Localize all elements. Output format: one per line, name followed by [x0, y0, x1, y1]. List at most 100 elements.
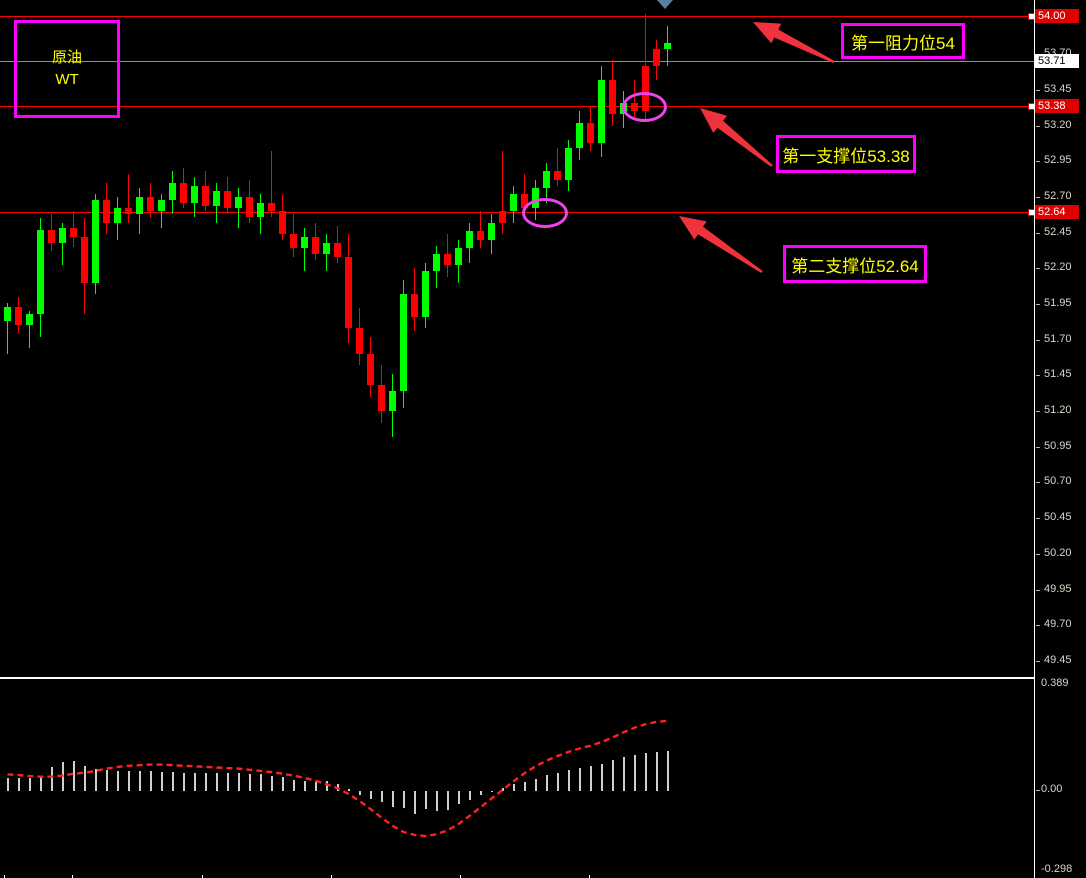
support-2-arrow	[679, 216, 763, 273]
highlight-ellipse-support-1[interactable]	[622, 92, 667, 122]
current-price-tag[interactable]: 53.71	[1035, 54, 1079, 68]
candle-body	[554, 171, 561, 180]
macd-histogram-bar	[18, 778, 20, 792]
macd-histogram-bar	[95, 769, 97, 792]
price-tick-label: 51.70	[1044, 333, 1072, 345]
highlight-ellipse-support-2[interactable]	[522, 198, 568, 228]
price-tick-mark	[1036, 90, 1040, 91]
price-tick-label: 49.70	[1044, 618, 1072, 630]
price-tick-label: 52.70	[1044, 190, 1072, 202]
macd-histogram-bar	[370, 791, 372, 799]
candle-body	[587, 122, 594, 143]
current-price-line[interactable]	[0, 61, 1034, 62]
macd-histogram-bar	[282, 777, 284, 792]
price-tick-label: 51.20	[1044, 404, 1072, 416]
macd-histogram-bar	[568, 769, 570, 792]
macd-tick-label: 0.389	[1041, 677, 1069, 689]
macd-histogram-bar	[458, 791, 460, 804]
candle-body	[499, 211, 506, 223]
macd-histogram-bar	[128, 770, 130, 792]
macd-histogram-bar	[502, 787, 504, 792]
macd-indicator-panel[interactable]	[0, 678, 1035, 878]
price-axis-scale[interactable]: 53.9553.7053.4553.2052.9552.7052.4552.20…	[1035, 0, 1086, 678]
macd-plot-area[interactable]	[0, 679, 1034, 878]
macd-histogram-bar	[326, 781, 328, 792]
resistance-1-tag[interactable]: 54.00	[1035, 9, 1079, 23]
macd-histogram-bar	[62, 762, 64, 792]
candle-body	[510, 194, 517, 212]
candle-body	[202, 185, 209, 206]
candle-body	[213, 191, 220, 206]
price-plot-area[interactable]	[0, 0, 1034, 677]
price-tick-mark	[1036, 447, 1040, 448]
macd-histogram-bar	[84, 766, 86, 792]
candle-body	[268, 202, 275, 212]
support-1-callout[interactable]: 第一支撑位53.38	[776, 135, 916, 173]
price-tick-mark	[1036, 661, 1040, 662]
support-line-53.38-handle[interactable]	[1028, 103, 1034, 110]
macd-histogram-bar	[590, 766, 592, 792]
candle-wick	[238, 188, 239, 229]
candle-body	[147, 196, 154, 212]
price-tick-mark	[1036, 197, 1040, 198]
candle-body	[664, 42, 671, 49]
candle-body	[224, 191, 231, 209]
support-1-tag[interactable]: 53.38	[1035, 99, 1079, 113]
candle-body	[279, 211, 286, 235]
support-line-52.64-handle[interactable]	[1028, 209, 1034, 216]
support-line-52.64[interactable]	[0, 212, 1034, 213]
support-line-53.38[interactable]	[0, 106, 1034, 107]
instrument-name-line2: WT	[55, 71, 79, 88]
candle-body	[136, 196, 143, 215]
support-2-callout[interactable]: 第二支撑位52.64	[783, 245, 927, 283]
support-2-tag[interactable]: 52.64	[1035, 205, 1079, 219]
macd-histogram-bar	[260, 774, 262, 792]
macd-histogram-bar	[403, 791, 405, 809]
candle-body	[169, 182, 176, 200]
macd-histogram-bar	[172, 772, 174, 792]
instrument-label-box[interactable]: 原油 WT	[14, 20, 120, 118]
macd-histogram-bar	[249, 773, 251, 792]
macd-histogram-bar	[480, 791, 482, 796]
macd-histogram-bar	[238, 773, 240, 792]
macd-histogram-bar	[304, 780, 306, 792]
macd-signal-line	[7, 719, 668, 838]
candle-body	[59, 228, 66, 243]
candle-body	[609, 79, 616, 115]
price-tick-label: 49.45	[1044, 654, 1072, 666]
candle-body	[433, 254, 440, 272]
resistance-line-54[interactable]	[0, 16, 1034, 17]
macd-histogram-bar	[348, 789, 350, 792]
macd-histogram-bar	[106, 770, 108, 792]
macd-histogram-bar	[315, 780, 317, 792]
macd-axis-scale[interactable]: 0.389 0.00 -0.298	[1035, 678, 1086, 878]
candle-wick	[304, 228, 305, 272]
candle-wick	[161, 194, 162, 229]
candle-body	[345, 256, 352, 329]
price-tick-mark	[1036, 625, 1040, 626]
price-tick-mark	[1036, 304, 1040, 305]
macd-histogram-bar	[634, 754, 636, 792]
resistance-1-callout[interactable]: 第一阻力位54	[841, 23, 965, 59]
candle-body	[367, 353, 374, 386]
macd-histogram-bar	[51, 766, 53, 792]
macd-histogram-bar	[524, 782, 526, 792]
candle-body	[422, 271, 429, 317]
macd-tick-label: -0.298	[1041, 863, 1073, 875]
candle-body	[477, 231, 484, 240]
candle-body	[257, 202, 264, 217]
candle-body	[158, 199, 165, 212]
resistance-line-54-handle[interactable]	[1028, 13, 1034, 20]
price-chart-panel[interactable]	[0, 0, 1035, 678]
macd-histogram-bar	[557, 772, 559, 792]
candle-body	[191, 185, 198, 203]
candle-body	[642, 65, 649, 112]
macd-histogram-bar	[7, 778, 9, 792]
candle-body	[15, 306, 22, 326]
candle-body	[521, 194, 528, 209]
macd-histogram-bar	[513, 784, 515, 792]
candle-body	[180, 182, 187, 203]
price-tick-label: 49.95	[1044, 583, 1072, 595]
candle-wick	[557, 148, 558, 186]
price-tick-label: 53.45	[1044, 83, 1072, 95]
